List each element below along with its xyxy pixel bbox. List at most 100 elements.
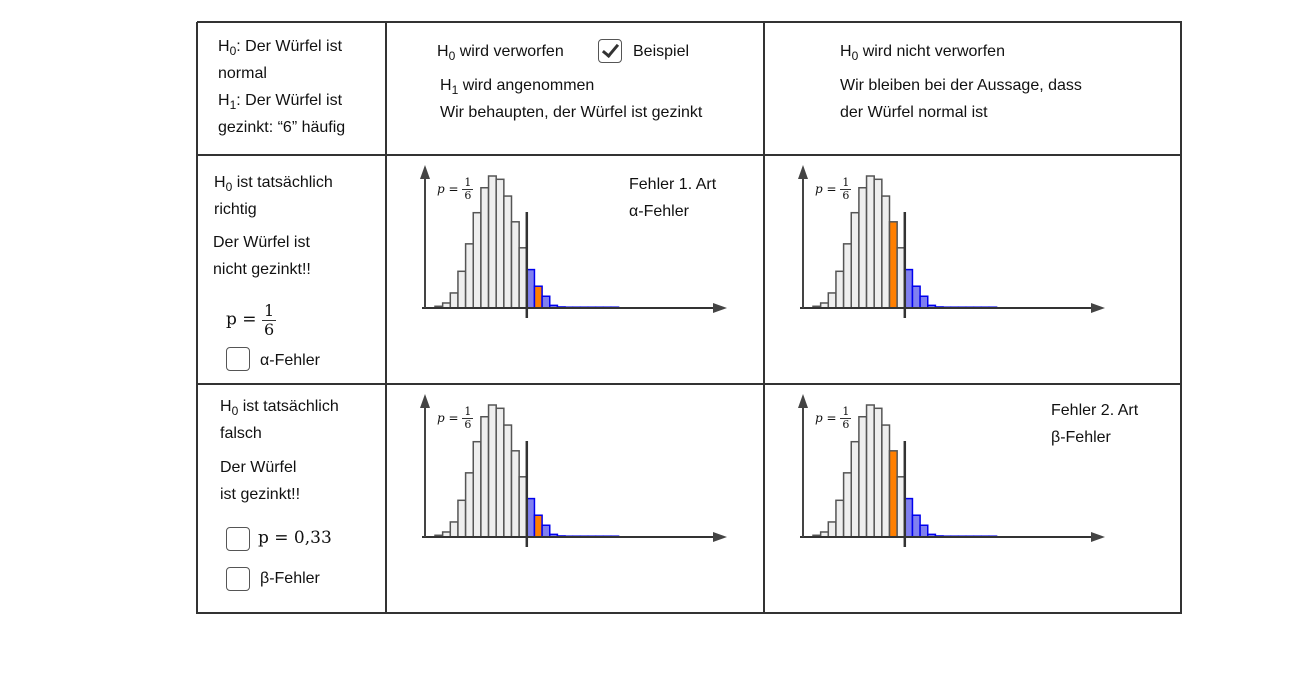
beta-error-checkbox-label: β-Fehler — [260, 570, 320, 587]
h0-statement: H0: Der Würfel ist — [218, 38, 343, 58]
histogram-bar — [480, 415, 490, 538]
histogram-bar — [457, 499, 467, 538]
row2-title-line2: falsch — [220, 425, 262, 442]
histogram-bar — [503, 424, 513, 538]
highlighted-bar — [533, 285, 543, 309]
h0-rejected-heading: H0 wird verworfen — [437, 43, 564, 63]
rejection-region-bar — [919, 524, 929, 538]
histogram-svg — [798, 394, 1105, 547]
histogram-bar — [449, 292, 459, 309]
rejection-region-bar — [541, 295, 551, 309]
highlighted-bar — [533, 514, 543, 538]
histogram-bar — [480, 186, 490, 309]
histogram-bar — [858, 415, 868, 538]
histogram-bar — [464, 472, 474, 538]
histogram-bar — [835, 499, 845, 538]
histogram-svg — [420, 394, 727, 547]
histogram-bar — [835, 270, 845, 309]
histogram-bar — [495, 178, 505, 309]
grid-line — [1180, 22, 1182, 614]
grid-line — [196, 22, 198, 614]
row2-title: H0 ist tatsächlich — [220, 398, 339, 418]
histogram-svg — [420, 165, 727, 318]
not-rejected-explanation: Wir bleiben bei der Aussage, dass — [840, 77, 1082, 94]
histogram-bar — [865, 175, 875, 309]
probability-checkbox[interactable] — [226, 527, 250, 551]
y-axis-arrow-icon — [798, 394, 808, 408]
row1-title: H0 ist tatsächlich — [214, 174, 333, 194]
rejected-explanation: Wir behaupten, der Würfel ist gezinkt — [440, 104, 703, 121]
probability-checkbox-label: p = 0,33 — [258, 528, 332, 548]
histogram-bar — [842, 472, 852, 538]
histogram-bar — [472, 211, 482, 309]
h0-not-rejected-heading: H0 wird nicht verworfen — [840, 43, 1005, 63]
histogram-bar — [510, 221, 520, 309]
h0-statement-line2: normal — [218, 65, 267, 82]
x-axis-arrow-icon — [713, 303, 727, 313]
grid-line — [197, 154, 1182, 156]
histogram-bar — [457, 270, 467, 309]
histogram-bar — [827, 521, 837, 538]
grid-line — [197, 612, 1182, 614]
x-axis-arrow-icon — [713, 532, 727, 542]
rejection-region-bar — [911, 514, 921, 538]
y-axis-arrow-icon — [420, 165, 430, 179]
y-axis-arrow-icon — [420, 394, 430, 408]
grid-line — [385, 22, 387, 614]
example-checkbox[interactable] — [598, 39, 622, 63]
grid-line — [763, 22, 765, 614]
grid-line — [197, 21, 1182, 23]
example-checkbox-label: Beispiel — [633, 43, 690, 60]
histogram-bar — [510, 450, 520, 538]
row1-title-line2: richtig — [214, 201, 257, 218]
x-axis-arrow-icon — [1091, 303, 1105, 313]
histogram-bar — [827, 292, 837, 309]
histogram-bar — [503, 195, 513, 309]
histogram-bar — [873, 178, 883, 309]
alpha-error-checkbox[interactable] — [226, 347, 250, 371]
histogram-bar — [858, 186, 868, 309]
histogram-bar — [881, 195, 891, 309]
histogram-bar — [487, 404, 497, 538]
histogram-bar — [495, 407, 505, 538]
histogram-bar — [850, 211, 860, 309]
alpha-error-checkbox-label: α-Fehler — [260, 352, 320, 369]
rejection-region-bar — [911, 285, 921, 309]
histogram-bar — [865, 404, 875, 538]
rejection-region-bar — [541, 524, 551, 538]
histogram-bar — [487, 175, 497, 309]
beta-error-checkbox[interactable] — [226, 567, 250, 591]
histogram-bar — [842, 243, 852, 309]
row1-description: Der Würfel ist — [213, 234, 310, 251]
histogram-bar — [850, 440, 860, 538]
type1-error-label: Fehler 1. Art — [629, 176, 717, 193]
histogram-bar — [472, 440, 482, 538]
row2-description-line2: ist gezinkt!! — [220, 486, 301, 503]
y-axis-arrow-icon — [798, 165, 808, 179]
alpha-error-label: α-Fehler — [629, 203, 689, 220]
histogram-bar — [464, 243, 474, 309]
beta-error-label: β-Fehler — [1051, 429, 1111, 446]
type2-error-label: Fehler 2. Art — [1051, 402, 1139, 419]
histogram-bar — [873, 407, 883, 538]
highlighted-bar — [888, 221, 898, 309]
row1-description-line2: nicht gezinkt!! — [213, 261, 311, 278]
not-rejected-explanation-line2: der Würfel normal ist — [840, 104, 988, 121]
x-axis-arrow-icon — [1091, 532, 1105, 542]
grid-line — [197, 383, 1182, 385]
h1-accepted-text: H1 wird angenommen — [440, 77, 595, 97]
histogram-bar — [881, 424, 891, 538]
histogram-svg — [798, 165, 1105, 318]
rejection-region-bar — [919, 295, 929, 309]
h1-statement-line2: gezinkt: “6” häufig — [218, 119, 346, 136]
histogram-bar — [449, 521, 459, 538]
